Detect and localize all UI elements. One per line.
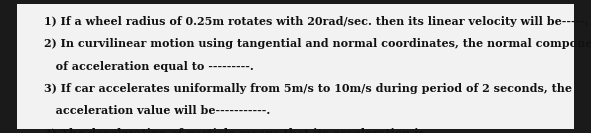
Text: 2) In curvilinear motion using tangential and normal coordinates, the normal com: 2) In curvilinear motion using tangentia… [44, 38, 591, 49]
Text: acceleration value will be-----------.: acceleration value will be-----------. [44, 105, 271, 116]
Text: 3) If car accelerates uniformally from 5m/s to 10m/s during period of 2 seconds,: 3) If car accelerates uniformally from 5… [44, 83, 572, 94]
Text: of acceleration equal to ---------.: of acceleration equal to ---------. [44, 61, 254, 72]
Text: 4) The deceleration of particle means that its acceleration is ------: 4) The deceleration of particle means th… [44, 128, 457, 133]
Text: 1) If a wheel radius of 0.25m rotates with 20rad/sec. then its linear velocity w: 1) If a wheel radius of 0.25m rotates wi… [44, 16, 589, 27]
FancyBboxPatch shape [17, 4, 574, 129]
